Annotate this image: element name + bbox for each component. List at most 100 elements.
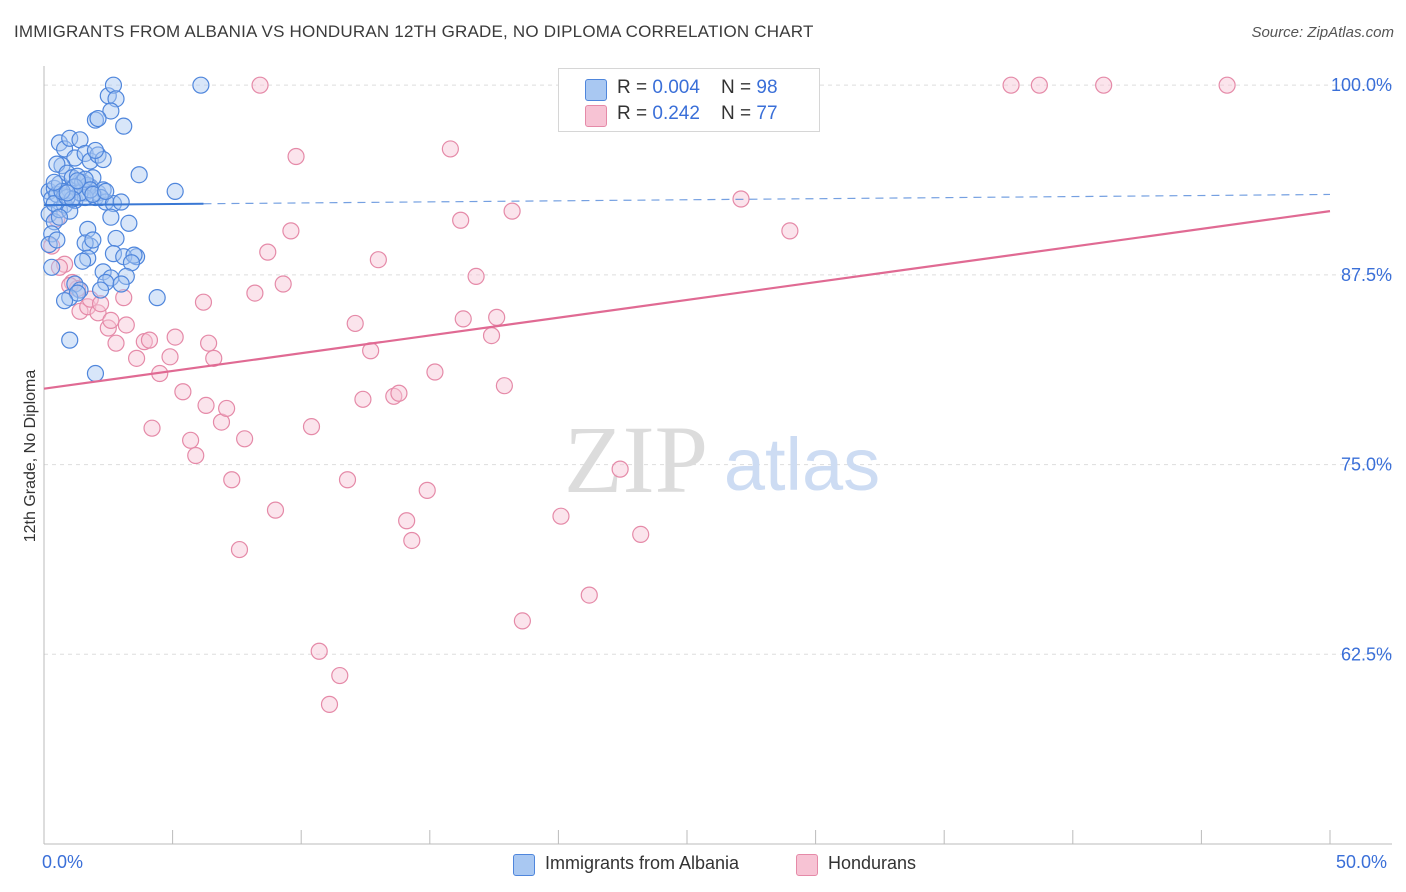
- data-point: [426, 363, 444, 381]
- data-point: [488, 308, 506, 326]
- data-point: [68, 284, 87, 302]
- bottom-legend-label: Immigrants from Albania: [545, 853, 740, 873]
- data-point: [369, 251, 387, 269]
- data-point: [166, 182, 184, 201]
- data-point: [79, 220, 97, 238]
- data-point: [1218, 76, 1236, 94]
- data-point: [48, 231, 66, 249]
- data-point: [61, 331, 79, 349]
- data-point: [127, 349, 146, 367]
- data-point: [79, 249, 97, 267]
- data-point: [50, 208, 69, 226]
- stats-legend: R = 0.004 N = 98 R = 0.242 N = 77: [558, 68, 820, 132]
- trend-lines: [43, 193, 1331, 390]
- legend-r-label: R =: [617, 103, 653, 124]
- data-point: [107, 334, 125, 352]
- data-point: [97, 182, 115, 201]
- data-point: [266, 501, 285, 519]
- watermark-atlas: atlas: [724, 423, 880, 506]
- legend-n-value: 77: [756, 103, 778, 124]
- data-point: [354, 390, 372, 408]
- y-tick-label: 100.0%: [1331, 75, 1392, 95]
- data-point: [43, 258, 61, 276]
- data-point: [107, 229, 125, 248]
- data-point: [89, 146, 107, 164]
- grid-lines: [44, 84, 1392, 655]
- data-point: [84, 185, 102, 204]
- source-label: Source: ZipAtlas.com: [1251, 24, 1394, 41]
- axes: [43, 66, 1392, 845]
- data-point: [166, 328, 184, 346]
- legend-r-value: 0.004: [652, 77, 700, 98]
- data-point: [1095, 76, 1113, 94]
- data-point: [182, 431, 200, 449]
- data-point: [452, 211, 470, 229]
- data-point: [385, 387, 403, 405]
- data-point: [390, 384, 408, 402]
- data-point: [310, 642, 328, 660]
- series-albania: [40, 76, 210, 383]
- albania-swatch-icon: [513, 854, 535, 876]
- y-tick-label: 87.5%: [1341, 265, 1392, 285]
- honduran-swatch-icon: [796, 854, 818, 876]
- data-point: [513, 612, 531, 630]
- data-point: [91, 295, 110, 313]
- honduran-swatch-icon: [585, 105, 607, 127]
- data-point: [161, 348, 179, 366]
- data-point: [287, 147, 305, 166]
- x-tick-label-min: 0.0%: [42, 852, 84, 872]
- data-point: [346, 314, 364, 333]
- watermark-zip: ZIP: [564, 406, 708, 513]
- x-tick-label-max: 50.0%: [1336, 852, 1388, 872]
- data-point: [197, 396, 215, 414]
- data-point: [781, 222, 799, 240]
- data-point: [246, 284, 264, 302]
- data-point: [403, 531, 421, 550]
- data-point: [441, 140, 459, 158]
- data-point: [302, 418, 321, 436]
- y-axis-title: 12th Grade, No Diploma: [22, 369, 39, 543]
- data-point: [482, 326, 501, 345]
- data-point: [282, 222, 300, 240]
- legend-n-label: N =: [721, 103, 757, 124]
- legend-n-value: 98: [756, 77, 778, 98]
- data-point: [143, 419, 161, 437]
- y-tick-label: 62.5%: [1341, 644, 1392, 664]
- trend-line-albania: [43, 202, 204, 207]
- data-point: [1030, 76, 1048, 94]
- data-point: [218, 399, 236, 418]
- data-point: [223, 471, 241, 489]
- data-point: [102, 208, 120, 226]
- data-point: [104, 245, 123, 263]
- series-hondurans: [43, 76, 1236, 713]
- data-point: [1002, 76, 1020, 94]
- data-point: [102, 102, 120, 120]
- data-point: [115, 117, 133, 135]
- data-point: [338, 471, 357, 489]
- bottom-legend-label: Hondurans: [828, 853, 917, 873]
- data-point: [236, 430, 254, 448]
- data-point: [552, 507, 570, 525]
- data-point: [320, 695, 339, 713]
- data-point: [112, 193, 130, 211]
- data-point: [140, 331, 159, 349]
- data-point: [91, 281, 110, 299]
- data-point: [418, 481, 436, 499]
- data-point: [259, 243, 277, 261]
- data-point: [86, 364, 105, 383]
- data-point: [398, 512, 416, 530]
- albania-swatch-icon: [585, 79, 607, 101]
- data-point: [73, 252, 92, 270]
- trend-line-hondurans: [43, 210, 1331, 390]
- data-point: [503, 202, 521, 220]
- data-point: [104, 76, 123, 94]
- data-point: [55, 255, 74, 273]
- data-point: [84, 231, 102, 249]
- data-point: [45, 173, 63, 191]
- data-point: [632, 525, 650, 544]
- y-tick-label: 75.0%: [1341, 455, 1392, 475]
- data-point: [230, 540, 249, 559]
- trend-line-albania-dashed: [203, 193, 1331, 205]
- data-point: [454, 310, 472, 328]
